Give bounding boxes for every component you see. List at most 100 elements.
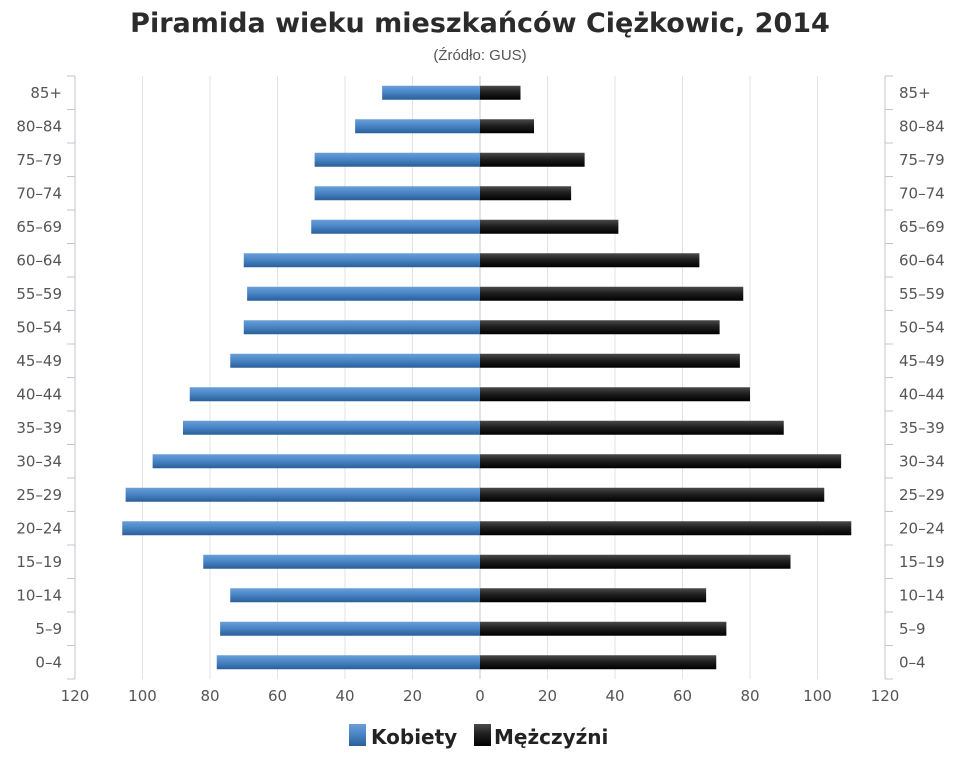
bar-kobiety-55-59[interactable] bbox=[247, 286, 480, 301]
bar-mezczyzni-55-59[interactable] bbox=[480, 286, 744, 301]
age-group-labels: 0–4 0–4 5–9 5–9 10–14 10–14 15–19 15–19 20–24 20–… bbox=[16, 84, 944, 672]
x-tick-label: 60 bbox=[673, 687, 692, 705]
age-label-left: 20–24 bbox=[16, 519, 62, 537]
legend-swatch-kobiety bbox=[349, 724, 366, 746]
age-label-left: 0–4 bbox=[35, 653, 62, 671]
bar-mezczyzni-15-19[interactable] bbox=[480, 554, 791, 569]
age-label-left: 80–84 bbox=[16, 117, 62, 135]
bar-mezczyzni-40-44[interactable] bbox=[480, 387, 750, 402]
age-label-left: 15–19 bbox=[16, 553, 62, 571]
legend: Kobiety Mężczyźni bbox=[349, 724, 608, 749]
bar-kobiety-80-84[interactable] bbox=[355, 119, 480, 134]
age-label-left: 65–69 bbox=[16, 218, 62, 236]
bar-mezczyzni-80-84[interactable] bbox=[480, 119, 534, 134]
legend-label-kobiety: Kobiety bbox=[371, 725, 457, 749]
chart-subtitle: (Źródło: GUS) bbox=[433, 47, 526, 64]
x-tick-label: 100 bbox=[128, 687, 157, 705]
bar-mezczyzni-50-54[interactable] bbox=[480, 320, 720, 335]
bar-mezczyzni-25-29[interactable] bbox=[480, 487, 825, 502]
legend-swatch-mezczyzni bbox=[474, 724, 491, 746]
bar-mezczyzni-60-64[interactable] bbox=[480, 253, 700, 268]
bar-kobiety-50-54[interactable] bbox=[243, 320, 480, 335]
x-tick-label: 20 bbox=[538, 687, 557, 705]
x-tick-label: 40 bbox=[335, 687, 354, 705]
age-label-right: 15–19 bbox=[899, 553, 945, 571]
age-label-right: 70–74 bbox=[899, 184, 945, 202]
x-tick-label: 20 bbox=[403, 687, 422, 705]
age-label-left: 10–14 bbox=[16, 586, 62, 604]
age-label-left: 25–29 bbox=[16, 486, 62, 504]
age-label-right: 30–34 bbox=[899, 452, 945, 470]
age-label-right: 0–4 bbox=[899, 653, 926, 671]
bar-mezczyzni-10-14[interactable] bbox=[480, 588, 707, 603]
bar-kobiety-35-39[interactable] bbox=[183, 420, 480, 435]
x-tick-label: 120 bbox=[871, 687, 900, 705]
age-label-left: 5–9 bbox=[35, 620, 62, 638]
x-tick-label: 40 bbox=[605, 687, 624, 705]
age-label-right: 75–79 bbox=[899, 151, 945, 169]
bar-mezczyzni-5-9[interactable] bbox=[480, 621, 727, 636]
legend-item-kobiety[interactable]: Kobiety bbox=[349, 724, 457, 749]
age-label-right: 40–44 bbox=[899, 385, 945, 403]
bar-mezczyzni-45-49[interactable] bbox=[480, 353, 740, 368]
bar-mezczyzni-20-24[interactable] bbox=[480, 521, 852, 536]
bar-mezczyzni-35-39[interactable] bbox=[480, 420, 784, 435]
bar-kobiety-70-74[interactable] bbox=[314, 186, 480, 201]
x-tick-label: 100 bbox=[803, 687, 832, 705]
x-tick-label: 80 bbox=[740, 687, 759, 705]
bar-kobiety-45-49[interactable] bbox=[230, 353, 480, 368]
bar-kobiety-75-79[interactable] bbox=[314, 152, 480, 167]
x-tick-label: 80 bbox=[200, 687, 219, 705]
bar-mezczyzni-75-79[interactable] bbox=[480, 152, 585, 167]
bar-kobiety-20-24[interactable] bbox=[122, 521, 480, 536]
x-tick-label: 0 bbox=[475, 687, 485, 705]
bar-kobiety-40-44[interactable] bbox=[189, 387, 480, 402]
age-label-right: 10–14 bbox=[899, 586, 945, 604]
bar-mezczyzni-30-34[interactable] bbox=[480, 454, 842, 469]
bar-kobiety-60-64[interactable] bbox=[243, 253, 480, 268]
x-tick-label: 120 bbox=[61, 687, 90, 705]
age-label-left: 50–54 bbox=[16, 318, 62, 336]
x-tick-label: 60 bbox=[268, 687, 287, 705]
bar-kobiety-25-29[interactable] bbox=[125, 487, 480, 502]
age-label-right: 80–84 bbox=[899, 117, 945, 135]
bars bbox=[122, 85, 852, 670]
grid-lines bbox=[67, 75, 893, 680]
age-label-left: 85+ bbox=[30, 84, 62, 102]
age-label-right: 25–29 bbox=[899, 486, 945, 504]
bar-kobiety-10-14[interactable] bbox=[230, 588, 480, 603]
bar-mezczyzni-65-69[interactable] bbox=[480, 219, 619, 234]
age-label-left: 55–59 bbox=[16, 285, 62, 303]
age-label-left: 70–74 bbox=[16, 184, 62, 202]
age-label-left: 35–39 bbox=[16, 419, 62, 437]
age-label-right: 65–69 bbox=[899, 218, 945, 236]
age-label-right: 55–59 bbox=[899, 285, 945, 303]
age-label-right: 20–24 bbox=[899, 519, 945, 537]
age-label-left: 40–44 bbox=[16, 385, 62, 403]
bar-kobiety-15-19[interactable] bbox=[203, 554, 480, 569]
x-axis-tick-labels: 120 100 80 60 40 20 0 20 40 60 80 100 120 bbox=[61, 687, 900, 705]
chart-title: Piramida wieku mieszkańców Ciężkowic, 20… bbox=[130, 8, 830, 39]
age-label-right: 85+ bbox=[899, 84, 931, 102]
legend-item-mezczyzni[interactable]: Mężczyźni bbox=[474, 724, 608, 749]
bar-mezczyzni-70-74[interactable] bbox=[480, 186, 572, 201]
bar-mezczyzni-85+[interactable] bbox=[480, 85, 521, 100]
age-label-left: 75–79 bbox=[16, 151, 62, 169]
bar-mezczyzni-0-4[interactable] bbox=[480, 655, 717, 670]
bar-kobiety-0-4[interactable] bbox=[216, 655, 480, 670]
bar-kobiety-5-9[interactable] bbox=[220, 621, 480, 636]
age-label-right: 5–9 bbox=[899, 620, 926, 638]
legend-label-mezczyzni: Mężczyźni bbox=[494, 725, 608, 749]
age-label-right: 45–49 bbox=[899, 352, 945, 370]
age-label-right: 60–64 bbox=[899, 251, 945, 269]
bar-kobiety-30-34[interactable] bbox=[152, 454, 480, 469]
age-label-left: 45–49 bbox=[16, 352, 62, 370]
bar-kobiety-65-69[interactable] bbox=[311, 219, 480, 234]
age-label-right: 50–54 bbox=[899, 318, 945, 336]
age-label-left: 60–64 bbox=[16, 251, 62, 269]
age-label-right: 35–39 bbox=[899, 419, 945, 437]
age-label-left: 30–34 bbox=[16, 452, 62, 470]
bar-kobiety-85+[interactable] bbox=[382, 85, 480, 100]
